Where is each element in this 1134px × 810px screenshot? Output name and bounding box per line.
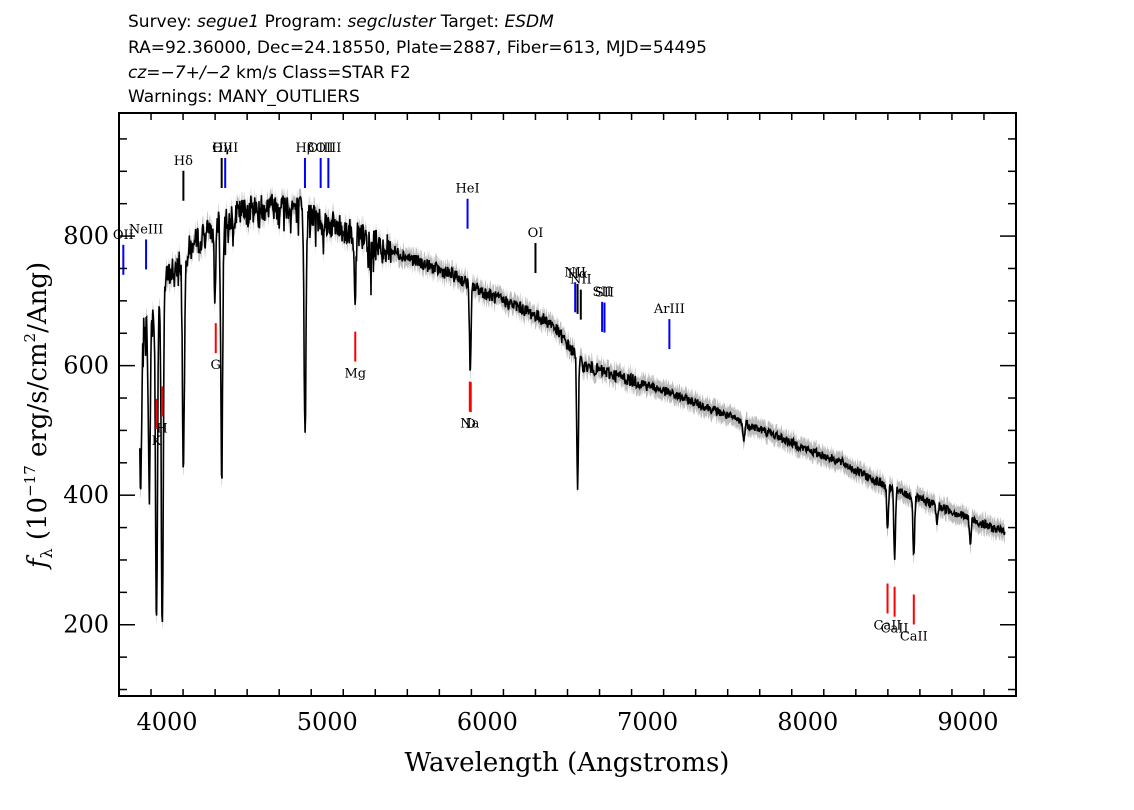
- absorption-line-label: Mg: [344, 367, 366, 382]
- emission-line-label: Hδ: [174, 154, 193, 169]
- survey-label: Survey:: [128, 12, 198, 32]
- emission-line-label: OI: [528, 226, 544, 241]
- header-line-4: Warnings: MANY_OUTLIERS: [128, 87, 360, 107]
- absorption-line-label: CaII: [881, 622, 909, 637]
- redshift-value: cz=−7+/−2: [128, 63, 231, 83]
- emission-line-label: NII: [570, 273, 592, 288]
- spectrum-line: [139, 193, 1006, 623]
- emission-line-label: Hα: [568, 267, 588, 282]
- x-tick-label: 4000: [137, 708, 198, 736]
- header-line-3: cz=−7+/−2 km/s Class=STAR F2: [128, 63, 411, 83]
- absorption-line-label: Na: [460, 417, 479, 432]
- absorption-line-label: CaII: [900, 629, 928, 644]
- y-axis-title: fλ (10−17 erg/s/cm2/Ang): [21, 262, 56, 570]
- axis-ticks: 4000 5000 6000 7000 8000 9000 200 400 600 800: [63, 113, 1017, 736]
- x-tick-label: 6000: [457, 708, 518, 736]
- x-tick-label: 9000: [937, 708, 998, 736]
- absorption-line-label: G: [211, 358, 221, 373]
- absorption-line-label: CaII: [874, 618, 902, 633]
- program-value: segcluster: [347, 12, 436, 32]
- x-axis-title: Wavelength (Angstroms): [405, 748, 730, 778]
- emission-line-label: NeIII: [129, 222, 163, 237]
- emission-line-label: ArIII: [653, 302, 685, 317]
- target-label: Target:: [435, 12, 505, 32]
- error-band: [139, 184, 1005, 632]
- y-tick-label: 800: [63, 222, 109, 250]
- class-text: km/s Class=STAR F2: [230, 63, 411, 83]
- plot-frame: [118, 112, 1017, 697]
- emission-line-label: Hγ: [212, 141, 231, 156]
- emission-line-label: NII: [564, 265, 586, 280]
- emission-line-label: SII: [595, 286, 614, 301]
- absorption-line-label: H: [156, 421, 167, 436]
- x-tick-label: 5000: [297, 708, 358, 736]
- x-tick-label: 7000: [617, 708, 678, 736]
- data-layer: [139, 184, 1006, 632]
- emission-line-label: OIII: [212, 141, 238, 156]
- absorption-line-label: D: [466, 417, 476, 432]
- emission-line-label: HeI: [455, 182, 479, 197]
- y-tick-label: 200: [63, 611, 109, 639]
- x-tick-label: 8000: [777, 708, 838, 736]
- emission-line-label: SII: [593, 285, 612, 300]
- header-line-1: Survey: segue1 Program: segcluster Targe…: [128, 12, 554, 32]
- survey-value: segue1: [197, 12, 260, 32]
- emission-line-label: OIII: [315, 141, 341, 156]
- target-value: ESDM: [504, 12, 554, 32]
- emission-line-label: Hβ: [296, 141, 315, 156]
- y-tick-label: 600: [63, 352, 109, 380]
- absorption-line-label: K: [152, 434, 162, 449]
- header-line-2: RA=92.36000, Dec=24.18550, Plate=2887, F…: [128, 38, 707, 58]
- program-label: Program:: [259, 12, 348, 32]
- y-tick-label: 400: [63, 481, 109, 509]
- emission-line-label: OIII: [308, 141, 334, 156]
